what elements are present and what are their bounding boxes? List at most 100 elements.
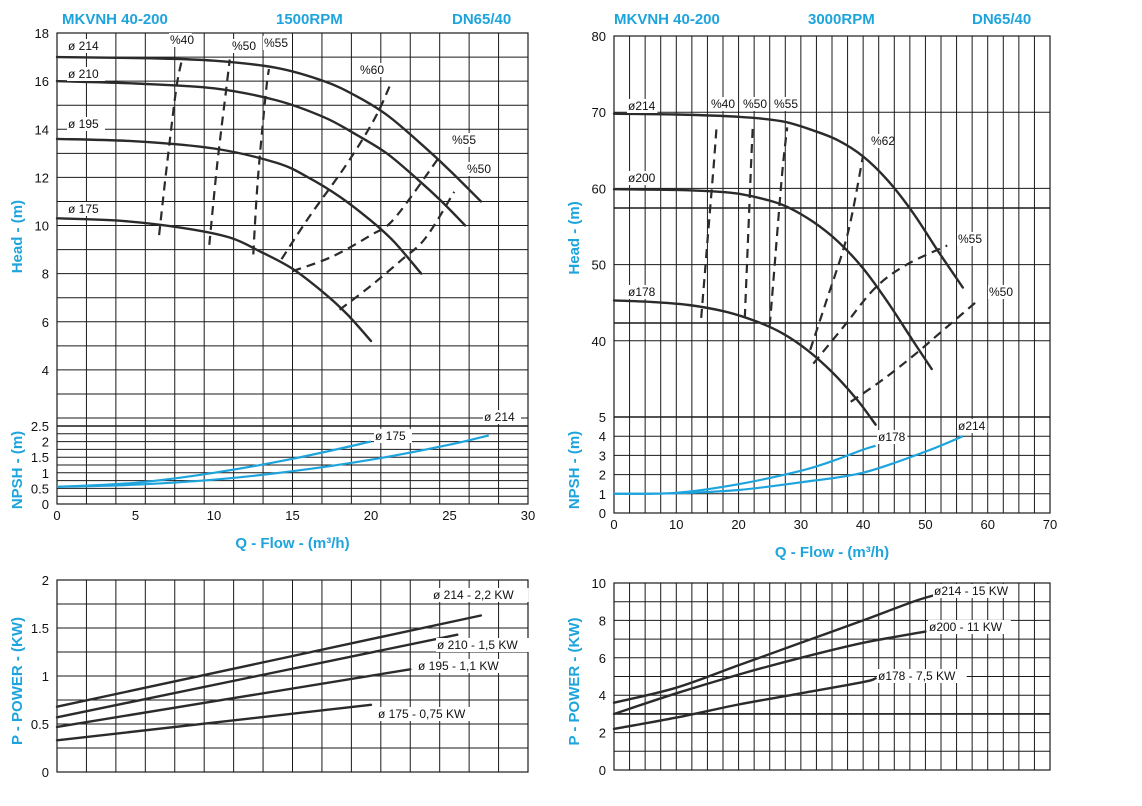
power-curve-label: ø200 - 11 KW bbox=[929, 620, 1003, 634]
c3000-head-grid bbox=[613, 35, 1051, 514]
curve-label: %55 bbox=[774, 97, 798, 111]
curve-label-bg bbox=[231, 39, 254, 53]
npsh-tick-label: 0 bbox=[599, 506, 606, 521]
x-tick-label: 20 bbox=[364, 508, 378, 523]
x-axis-title: Q - Flow - (m³/h) bbox=[775, 544, 889, 561]
plot-frame bbox=[56, 579, 529, 773]
curve-label: ø 195 bbox=[68, 117, 99, 131]
curve-label-bg bbox=[67, 39, 105, 53]
npsh-tick-label: 1.5 bbox=[31, 450, 49, 465]
power-tick-label: 10 bbox=[592, 576, 606, 591]
npsh-axis-title: NPSH - (m) bbox=[566, 431, 583, 509]
curve-label: %55 bbox=[958, 232, 982, 246]
x-axis-title: Q - Flow - (m³/h) bbox=[235, 535, 349, 552]
head-curve-3 bbox=[55, 217, 373, 343]
curve-label: ø 214 bbox=[68, 39, 99, 53]
power-curve-label: ø 195 - 1,1 KW bbox=[418, 659, 499, 673]
npsh-label-bg bbox=[957, 419, 988, 433]
head-curve-0 bbox=[55, 55, 483, 203]
power-tick-label: 4 bbox=[599, 688, 606, 703]
curve-label: ø178 bbox=[628, 285, 656, 299]
npsh-curve-label: ø 214 bbox=[484, 410, 515, 424]
curve-label-bg bbox=[773, 97, 796, 111]
head-curve-2 bbox=[55, 137, 423, 275]
npsh-curve-label: ø178 bbox=[878, 430, 906, 444]
head-curve-1 bbox=[55, 79, 467, 227]
npsh-tick-label: 2.5 bbox=[31, 419, 49, 434]
curve-label-bg bbox=[169, 33, 192, 47]
chart-header-2: DN65/40 bbox=[452, 11, 511, 28]
efficiency-curve-0 bbox=[158, 56, 184, 236]
c1500-power-grid bbox=[56, 579, 529, 773]
power-tick-label: 8 bbox=[599, 613, 606, 628]
npsh-label-bg bbox=[483, 410, 521, 424]
power-tick-label: 1.5 bbox=[31, 621, 49, 636]
x-tick-label: 0 bbox=[53, 508, 60, 523]
head-curve-2 bbox=[612, 299, 877, 426]
chart-header-1: 1500RPM bbox=[276, 11, 343, 28]
efficiency-curve-3 bbox=[809, 155, 865, 351]
plot-frame bbox=[56, 32, 529, 505]
power-label-bg bbox=[933, 584, 1016, 598]
efficiency-curve-3 bbox=[280, 85, 391, 260]
curve-label-bg bbox=[742, 97, 765, 111]
power-curve-3 bbox=[55, 703, 373, 742]
y-tick-label: 70 bbox=[592, 105, 606, 120]
curve-label-bg bbox=[627, 99, 658, 113]
curve-label: ø200 bbox=[628, 171, 656, 185]
power-curve-label: ø178 - 7,5 KW bbox=[878, 669, 956, 683]
chart-header-0: MKVNH 40-200 bbox=[614, 11, 720, 28]
x-tick-label: 30 bbox=[794, 517, 808, 532]
curve-label-bg bbox=[466, 162, 489, 176]
curve-label: %50 bbox=[232, 39, 256, 53]
npsh-tick-label: 2 bbox=[42, 435, 49, 450]
curve-label-bg bbox=[710, 97, 733, 111]
power-tick-label: 1 bbox=[42, 669, 49, 684]
y-tick-label: 18 bbox=[35, 26, 49, 41]
x-tick-label: 60 bbox=[980, 517, 994, 532]
power-tick-label: 0.5 bbox=[31, 717, 49, 732]
efficiency-curve-1 bbox=[208, 59, 231, 245]
power-curve-1 bbox=[55, 633, 459, 719]
power-curve-label: ø 175 - 0,75 KW bbox=[378, 707, 466, 721]
chart-header-2: DN65/40 bbox=[972, 11, 1031, 28]
curve-label-bg bbox=[627, 285, 658, 299]
curve-label: %55 bbox=[452, 133, 476, 147]
c1500-chart: MKVNH 40-200 1500RPM DN65/400 5 10 15 20 25 3046… bbox=[9, 11, 535, 780]
npsh-tick-label: 4 bbox=[599, 429, 606, 444]
curve-label: %50 bbox=[467, 162, 491, 176]
npsh-tick-label: 5 bbox=[599, 410, 606, 425]
head-axis-title: Head - (m) bbox=[566, 201, 583, 274]
curve-label: ø 210 bbox=[68, 67, 99, 81]
efficiency-curve-1 bbox=[743, 123, 754, 318]
curve-label-bg bbox=[988, 285, 1011, 299]
curve-label: %40 bbox=[170, 33, 194, 47]
power-curve-0 bbox=[612, 593, 940, 704]
x-tick-label: 30 bbox=[521, 508, 535, 523]
npsh-tick-label: 3 bbox=[599, 448, 606, 463]
npsh-label-bg bbox=[877, 430, 908, 444]
plot-frame bbox=[613, 35, 1051, 514]
curve-label-bg bbox=[957, 232, 980, 246]
x-tick-label: 70 bbox=[1043, 517, 1057, 532]
curve-label-bg bbox=[67, 67, 105, 81]
curve-label: %62 bbox=[871, 134, 895, 148]
power-axis-title: P - POWER - (KW) bbox=[9, 617, 26, 745]
power-label-bg bbox=[432, 588, 529, 602]
y-tick-label: 50 bbox=[592, 258, 606, 273]
y-tick-label: 12 bbox=[35, 170, 49, 185]
npsh-tick-label: 1 bbox=[42, 466, 49, 481]
c3000-chart: MKVNH 40-200 3000RPM DN65/400 10 20 30 40 50 60 7… bbox=[566, 11, 1057, 778]
y-tick-label: 10 bbox=[35, 219, 49, 234]
head-curve-0 bbox=[612, 112, 964, 289]
x-tick-label: 40 bbox=[856, 517, 870, 532]
x-tick-label: 50 bbox=[918, 517, 932, 532]
efficiency-curve-2 bbox=[768, 127, 789, 326]
curve-label: %50 bbox=[743, 97, 767, 111]
efficiency-curve-5 bbox=[338, 191, 456, 311]
power-curve-0 bbox=[55, 614, 483, 708]
npsh-curve-1 bbox=[56, 434, 490, 488]
x-tick-label: 25 bbox=[442, 508, 456, 523]
power-label-bg bbox=[928, 620, 1011, 634]
